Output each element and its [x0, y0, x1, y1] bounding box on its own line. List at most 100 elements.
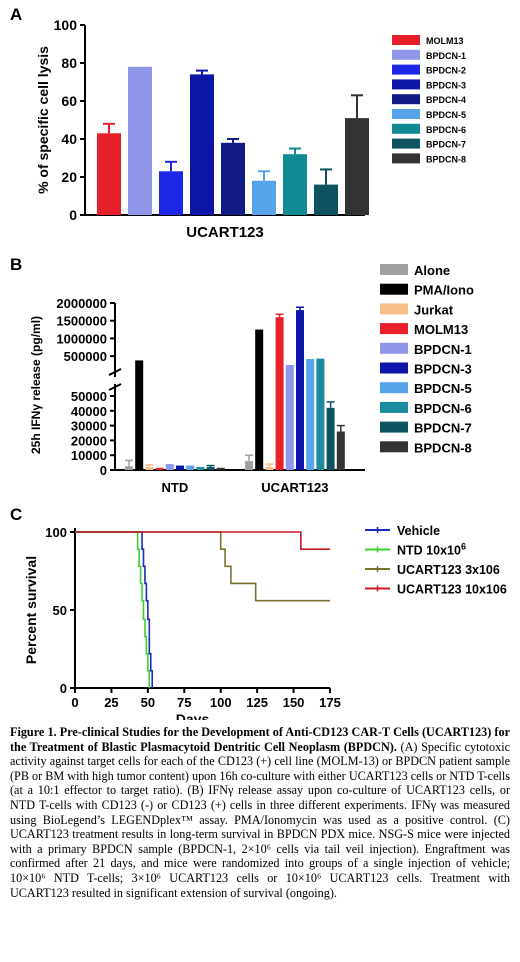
chart-a: 0 20 40 60 80 100% of specific cell lysis UCAR…: [35, 17, 466, 241]
legend-swatch: [380, 401, 408, 413]
legend-label: Vehicle: [397, 524, 440, 538]
legend-label: BPDCN-5: [426, 110, 466, 120]
legend-label: BPDCN-1: [426, 51, 466, 61]
bar: [190, 74, 214, 216]
panel-c-label: C: [10, 505, 22, 524]
bar: [252, 180, 276, 215]
legend-swatch: [392, 79, 420, 90]
figure-caption: Figure 1. Pre-clinical Studies for the D…: [10, 725, 510, 900]
y-tick-label: 0: [100, 463, 107, 478]
bar: [221, 142, 245, 215]
bar: [245, 461, 253, 470]
caption-title: Figure 1. Pre-clinical Studies for the D…: [10, 725, 510, 754]
x-tick-label: 100: [210, 695, 232, 710]
legend-label: NTD 10x106: [397, 542, 466, 558]
y-tick-label: 60: [61, 93, 77, 109]
legend-label: MOLM13: [414, 322, 468, 337]
y-tick-label: 40000: [71, 404, 107, 419]
legend-swatch: [392, 123, 420, 134]
legend-swatch: [380, 362, 408, 374]
bar: [206, 467, 215, 470]
legend-label: BPDCN-5: [414, 381, 472, 396]
chart-c: 0 50 100 0 25 50 75 100 125 150 175 Percent surviva…: [23, 524, 507, 720]
x-tick-label: 0: [71, 695, 78, 710]
y-tick-label: 0: [60, 681, 67, 696]
legend-label: Jurkat: [414, 302, 454, 317]
y-tick-label: 100: [54, 17, 78, 33]
bar: [275, 317, 284, 470]
y-tick-label: 20000: [71, 433, 107, 448]
bar: [255, 329, 264, 470]
y-tick-label: 20: [61, 169, 77, 185]
legend-label: Alone: [414, 263, 450, 278]
group-label: UCART123: [261, 480, 328, 495]
bar: [145, 467, 154, 470]
bar: [176, 465, 184, 470]
legend-swatch: [380, 441, 408, 453]
y-tick-label: 100: [45, 525, 67, 540]
bar: [186, 465, 195, 470]
x-tick-label: 75: [177, 695, 191, 710]
bar: [306, 358, 315, 470]
legend-label: BPDCN-7: [414, 421, 472, 436]
legend-swatch: [392, 153, 420, 164]
y-tick-label: 30000: [71, 419, 107, 434]
legend-label: UCART123 3x106: [397, 563, 500, 577]
legend-label-sup: 6: [461, 542, 466, 552]
y-axis-title: % of specific cell lysis: [35, 46, 51, 194]
survival-line: [75, 531, 151, 688]
bar: [285, 365, 294, 470]
legend-label: BPDCN-3: [414, 362, 472, 377]
legend-label: UCART123 10x106: [397, 583, 507, 597]
group-label: NTD: [162, 480, 189, 495]
x-axis-title: Days: [176, 711, 210, 720]
bar: [159, 171, 183, 215]
caption-body: (A) Specific cytotoxic activity against …: [10, 739, 510, 900]
panel-b-label: B: [10, 255, 22, 274]
bar: [345, 118, 369, 215]
legend-swatch: [392, 94, 420, 105]
x-axis-title: UCART123: [186, 224, 264, 241]
legend-swatch: [380, 303, 408, 315]
legend-swatch: [392, 35, 420, 45]
legend-swatch: [392, 109, 420, 119]
panel-a-label: A: [10, 5, 22, 24]
y-axis-title: Percent survival: [23, 556, 39, 664]
y-tick-label: 2000000: [56, 296, 107, 311]
y-tick-label: 1000000: [56, 331, 107, 346]
bar: [326, 407, 335, 470]
legend-swatch: [392, 138, 420, 149]
legend-label: BPDCN-8: [426, 154, 466, 164]
survival-line: [75, 531, 330, 550]
legend-label: BPDCN-3: [426, 80, 466, 90]
legend-swatch: [380, 382, 408, 394]
bar: [216, 467, 225, 470]
bar: [296, 310, 304, 470]
bar: [283, 154, 307, 215]
legend-label: BPDCN-8: [414, 440, 472, 455]
legend-swatch: [392, 64, 420, 75]
legend-label: MOLM13: [426, 36, 464, 46]
x-tick-label: 150: [283, 695, 305, 710]
bar: [155, 467, 164, 470]
bar: [336, 431, 345, 470]
y-tick-label: 10000: [71, 448, 107, 463]
legend-label: BPDCN-1: [414, 342, 472, 357]
y-tick-label: 500000: [64, 349, 107, 364]
legend-label: BPDCN-6: [426, 125, 466, 135]
x-tick-label: 50: [141, 695, 155, 710]
x-tick-label: 175: [319, 695, 341, 710]
bar: [265, 467, 274, 470]
y-tick-label: 80: [61, 55, 77, 71]
legend-swatch: [392, 49, 420, 60]
bar: [125, 466, 133, 470]
legend-swatch: [380, 264, 408, 275]
bar: [316, 358, 325, 470]
legend-swatch: [380, 283, 408, 295]
legend-swatch: [380, 342, 408, 354]
y-tick-label: 40: [61, 131, 77, 147]
legend-label: BPDCN-6: [414, 401, 472, 416]
survival-line: [75, 531, 330, 602]
